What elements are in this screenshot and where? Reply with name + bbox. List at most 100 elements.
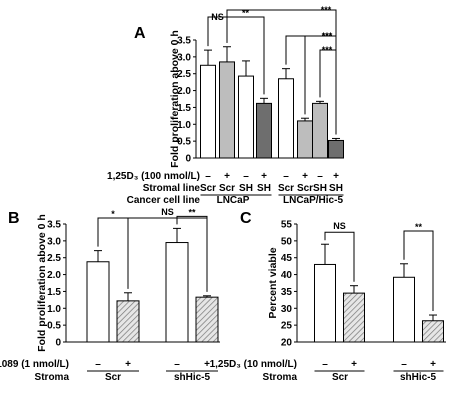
group-label: LNCaP/Hic-5 (283, 195, 343, 206)
bar (116, 300, 140, 343)
significance-label: *** (321, 5, 332, 15)
y-tick-label: 1.5 (177, 103, 191, 114)
y-tick-label: 2.5 (47, 253, 61, 264)
group-label: shHic-5 (174, 372, 211, 383)
significance-label: ** (188, 207, 196, 217)
treatment-mark: + (302, 171, 308, 182)
row-label: Stromal line (143, 183, 201, 194)
group-label: shHic-5 (400, 372, 437, 383)
treatment-mark: – (174, 359, 180, 370)
treatment-mark: + (204, 359, 210, 370)
y-tick-label: 20 (281, 338, 293, 349)
y-tick-label: 0.5 (47, 321, 61, 332)
y-tick-label: 3.5 (177, 36, 191, 47)
group-label: Scr (332, 372, 348, 383)
bar (256, 102, 272, 159)
stroma-label: Scr (297, 183, 313, 194)
y-tick-label: 0 (185, 154, 191, 165)
y-axis-label: Fold proliferation above 0 h (36, 214, 48, 352)
group-label: Scr (105, 372, 121, 383)
y-axis-label: Percent viable (267, 247, 279, 318)
significance-label: *** (322, 31, 333, 41)
significance-label: ** (415, 222, 423, 232)
y-tick-label: 2.0 (47, 270, 61, 281)
treatment-mark: – (243, 171, 249, 182)
bar (422, 320, 444, 343)
bar (278, 78, 294, 159)
panel-c: C 20 25 30 35 40 45 50 55 Percent viable – + – +1,25D… (210, 210, 446, 383)
treatment-mark: – (283, 171, 289, 182)
significance-label: *** (322, 45, 333, 55)
significance-label: NS (161, 207, 174, 217)
y-tick-label: 30 (281, 304, 293, 315)
significance-bracket (319, 49, 337, 135)
significance-label: * (111, 209, 115, 219)
y-axis-label: Fold proliferation above 0 h (169, 30, 181, 168)
bar (314, 263, 336, 343)
bar (195, 296, 219, 343)
panel-letter: A (134, 25, 146, 42)
y-tick-label: 1.5 (47, 287, 61, 298)
stroma-label: Scr (278, 183, 294, 194)
group-label: LNCaP (217, 195, 250, 206)
treatment-mark: + (125, 359, 131, 370)
row-label: Cancer cell line (127, 195, 201, 206)
bar (86, 261, 110, 343)
treatment-mark: – (95, 359, 101, 370)
stroma-label: Scr (219, 183, 235, 194)
row-label: Stroma (263, 372, 298, 383)
treatment-mark: + (333, 171, 339, 182)
stroma-label: SH (313, 183, 327, 194)
row-label: EB1089 (1 nmol/L) (0, 359, 69, 370)
y-tick-label: 2.0 (177, 86, 191, 97)
panel-letter: C (240, 210, 252, 227)
bar (165, 242, 189, 343)
y-tick-label: 0.5 (177, 137, 191, 148)
treatment-mark: – (205, 171, 211, 182)
bar (200, 64, 216, 159)
stroma-label: Scr (200, 183, 216, 194)
significance-bracket (176, 215, 208, 292)
y-tick-label: 25 (281, 321, 293, 332)
y-tick-label: 0 (55, 338, 61, 349)
y-tick-label: 3.5 (47, 220, 61, 231)
y-tick-label: 45 (281, 253, 293, 264)
stroma-label: SH (239, 183, 253, 194)
bar (219, 61, 235, 159)
y-tick-label: 2.5 (177, 69, 191, 80)
treatment-mark: + (430, 359, 436, 370)
bar (328, 139, 344, 159)
row-label: 1,25D₃ (100 nmol/L) (107, 171, 200, 182)
treatment-mark: – (401, 359, 407, 370)
significance-bracket (403, 230, 434, 312)
y-tick-label: 50 (281, 236, 293, 247)
row-label: 1,25D₃ (10 nmol/L) (210, 359, 297, 370)
y-tick-label: 40 (281, 270, 293, 281)
y-tick-label: 55 (281, 220, 293, 231)
treatment-mark: + (224, 171, 230, 182)
row-label: Stroma (35, 372, 70, 383)
panel-letter: B (8, 210, 20, 227)
significance-bracket (324, 231, 355, 282)
treatment-mark: – (322, 359, 328, 370)
treatment-mark: + (351, 359, 357, 370)
bar (393, 276, 415, 343)
bar (297, 120, 313, 159)
significance-label: NS (333, 221, 346, 231)
treatment-mark: + (261, 171, 267, 182)
y-tick-label: 1.0 (177, 120, 191, 131)
stroma-label: SH (329, 183, 343, 194)
y-tick-label: 3.0 (47, 236, 61, 247)
y-tick-label: 3.0 (177, 52, 191, 63)
stroma-label: SH (257, 183, 271, 194)
significance-label: ** (242, 8, 250, 18)
bar (312, 102, 328, 159)
y-tick-label: 35 (281, 287, 293, 298)
bar (238, 75, 254, 159)
bar (343, 292, 365, 343)
y-tick-label: 1.0 (47, 304, 61, 315)
treatment-mark: – (317, 171, 323, 182)
